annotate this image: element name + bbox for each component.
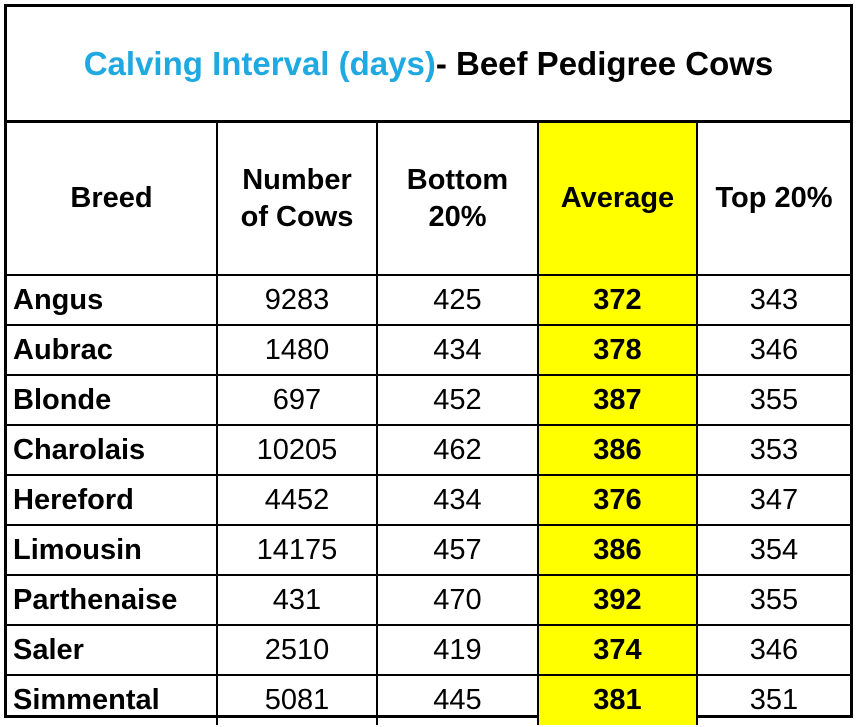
header-number-of-cows-line2: of Cows xyxy=(240,200,354,233)
header-bottom-20-line2: 20% xyxy=(428,200,487,233)
cell-average: 387 xyxy=(537,374,698,426)
table-row: Hereford 4452 434 376 347 xyxy=(7,474,850,526)
header-row: Breed Number of Cows Bottom 20% Average … xyxy=(7,123,850,276)
cell-number-of-cows: 4452 xyxy=(216,474,378,526)
header-top-20: Top 20% xyxy=(696,123,850,276)
cell-breed: Simmental xyxy=(7,674,218,725)
cell-top-20: 346 xyxy=(696,324,850,376)
cell-bottom-20: 445 xyxy=(376,674,539,725)
cell-number-of-cows: 2510 xyxy=(216,624,378,676)
cell-top-20: 353 xyxy=(696,424,850,476)
cell-breed: Blonde xyxy=(7,374,218,426)
cell-bottom-20: 452 xyxy=(376,374,539,426)
cell-top-20: 354 xyxy=(696,524,850,576)
cell-average: 376 xyxy=(537,474,698,526)
cell-bottom-20: 434 xyxy=(376,474,539,526)
cell-top-20: 343 xyxy=(696,274,850,326)
header-average: Average xyxy=(537,123,698,276)
table-row: Charolais 10205 462 386 353 xyxy=(7,424,850,476)
table-body: Angus 9283 425 372 343 Aubrac 1480 434 378 346 Blo… xyxy=(7,274,850,725)
cell-top-20: 355 xyxy=(696,374,850,426)
cell-top-20: 355 xyxy=(696,574,850,626)
table-row: Blonde 697 452 387 355 xyxy=(7,374,850,426)
cell-top-20: 351 xyxy=(696,674,850,725)
calving-interval-table: Breed Number of Cows Bottom 20% Average … xyxy=(7,123,850,725)
header-bottom-20: Bottom 20% xyxy=(376,123,539,276)
cell-breed: Charolais xyxy=(7,424,218,476)
title-rest-text: - Beef Pedigree Cows xyxy=(435,44,774,82)
cell-number-of-cows: 431 xyxy=(216,574,378,626)
cell-bottom-20: 425 xyxy=(376,274,539,326)
table-row: Aubrac 1480 434 378 346 xyxy=(7,324,850,376)
table-row: Simmental 5081 445 381 351 xyxy=(7,674,850,725)
cell-number-of-cows: 9283 xyxy=(216,274,378,326)
header-number-of-cows: Number of Cows xyxy=(216,123,378,276)
cell-average: 386 xyxy=(537,424,698,476)
cell-breed: Hereford xyxy=(7,474,218,526)
cell-top-20: 346 xyxy=(696,624,850,676)
cell-number-of-cows: 14175 xyxy=(216,524,378,576)
cell-breed: Saler xyxy=(7,624,218,676)
cell-number-of-cows: 697 xyxy=(216,374,378,426)
calving-interval-table-sheet: Calving Interval (days) - Beef Pedigree … xyxy=(4,4,853,725)
cell-average: 392 xyxy=(537,574,698,626)
table-row: Parthenaise 431 470 392 355 xyxy=(7,574,850,626)
cell-bottom-20: 419 xyxy=(376,624,539,676)
cell-top-20: 347 xyxy=(696,474,850,526)
cell-number-of-cows: 10205 xyxy=(216,424,378,476)
cell-number-of-cows: 5081 xyxy=(216,674,378,725)
table-row: Saler 2510 419 374 346 xyxy=(7,624,850,676)
cell-average: 372 xyxy=(537,274,698,326)
header-bottom-20-line1: Bottom xyxy=(406,164,509,197)
cell-average: 386 xyxy=(537,524,698,576)
cell-bottom-20: 470 xyxy=(376,574,539,626)
cell-breed: Angus xyxy=(7,274,218,326)
cell-bottom-20: 434 xyxy=(376,324,539,376)
cell-average: 374 xyxy=(537,624,698,676)
cell-bottom-20: 457 xyxy=(376,524,539,576)
table-row: Angus 9283 425 372 343 xyxy=(7,274,850,326)
header-breed: Breed xyxy=(7,123,218,276)
cell-average: 381 xyxy=(537,674,698,725)
header-number-of-cows-line1: Number xyxy=(242,164,352,197)
title-accent-text: Calving Interval (days) xyxy=(83,44,436,82)
table-row: Limousin 14175 457 386 354 xyxy=(7,524,850,576)
cell-bottom-20: 462 xyxy=(376,424,539,476)
cell-breed: Aubrac xyxy=(7,324,218,376)
cell-number-of-cows: 1480 xyxy=(216,324,378,376)
table-title: Calving Interval (days) - Beef Pedigree … xyxy=(7,7,850,123)
cell-breed: Parthenaise xyxy=(7,574,218,626)
cell-average: 378 xyxy=(537,324,698,376)
cell-breed: Limousin xyxy=(7,524,218,576)
